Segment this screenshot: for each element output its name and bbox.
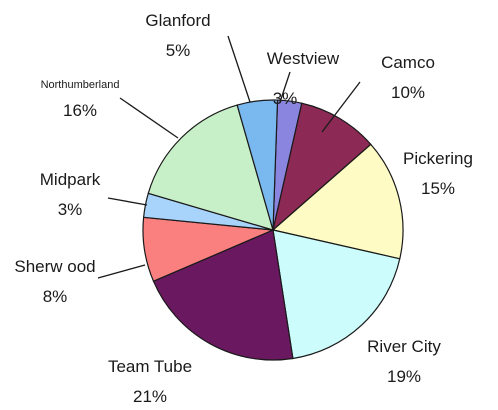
slice-label-team-tube: Team Tube: [108, 357, 192, 376]
slice-value-river-city: 19%: [387, 367, 421, 386]
leader-line-northumberland: [119, 97, 179, 139]
pie-slice-northumberland: [147, 104, 274, 231]
slice-value-glanford: 5%: [166, 41, 191, 60]
slice-label-pickering: Pickering: [403, 149, 473, 168]
slice-label-camco: Camco: [381, 53, 435, 72]
slice-label-midpark: Midpark: [40, 170, 101, 189]
slice-value-team-tube: 21%: [133, 387, 167, 406]
pie-slices: [142, 99, 404, 361]
slice-labels: Westview 3% Camco 10% Pickering 15% River City…: [14, 11, 473, 406]
slice-value-camco: 10%: [391, 83, 425, 102]
leader-line-glanford: [227, 35, 251, 103]
slice-label-glanford: Glanford: [145, 11, 210, 30]
slice-value-westview: 3%: [273, 89, 298, 108]
slice-label-sherw-ood: Sherw ood: [14, 257, 95, 276]
slice-label-westview: Westview: [267, 49, 340, 68]
slice-label-northumberland: Northumberland: [41, 79, 120, 91]
pie-slice-glanford: [236, 99, 279, 231]
leader-line-camco: [321, 81, 361, 133]
leader-line-westview: [279, 71, 291, 103]
leader-line-sherw-ood: [97, 264, 146, 279]
slice-value-midpark: 3%: [58, 200, 83, 219]
slice-label-river-city: River City: [367, 337, 441, 356]
slice-value-sherw-ood: 8%: [43, 287, 68, 306]
pie-slice-camco: [272, 102, 372, 232]
slice-value-pickering: 15%: [421, 179, 455, 198]
slice-value-northumberland: 16%: [63, 101, 97, 120]
leader-line-midpark: [107, 197, 148, 206]
pie-slice-river-city: [272, 229, 401, 360]
pie-slice-team-tube: [152, 229, 294, 361]
pie-slice-pickering: [271, 143, 404, 260]
leader-lines: [97, 35, 361, 279]
